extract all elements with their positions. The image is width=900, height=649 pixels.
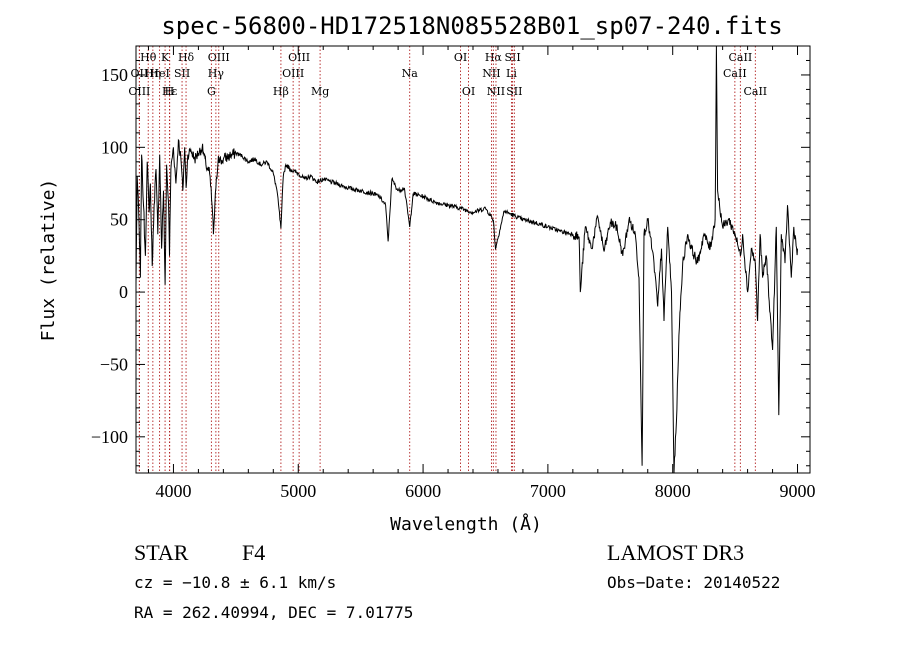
y-tick-label: 150 — [101, 65, 128, 85]
x-axis-label: Wavelength (Å) — [390, 513, 542, 535]
line-marker-label: Hη — [145, 67, 161, 80]
x-tick-label: 8000 — [655, 481, 691, 501]
line-marker-label: OIII — [128, 85, 150, 98]
line-marker-label: SII — [174, 67, 190, 80]
y-tick-label: 100 — [101, 137, 128, 157]
x-axis: 4000 5000 6000 7000 8000 9000 — [147, 46, 816, 501]
line-marker-label: H — [165, 85, 175, 98]
line-marker-label: Hγ — [208, 67, 225, 80]
x-tick-label: 6000 — [405, 481, 441, 501]
line-marker-label: CaII — [743, 85, 767, 98]
line-marker-label: Hα — [485, 51, 503, 64]
x-tick-label: 9000 — [780, 481, 816, 501]
object-type: STAR — [134, 540, 189, 565]
obs-date: Obs−Date: 20140522 — [607, 573, 781, 592]
line-marker-label: OIII — [208, 51, 230, 64]
line-marker-label: Mg — [311, 85, 329, 98]
line-marker-label: NII — [482, 67, 500, 80]
y-tick-label: 50 — [110, 210, 128, 230]
line-marker-label: Na — [402, 67, 419, 80]
line-marker-label: OI — [454, 51, 467, 64]
x-tick-label: 4000 — [155, 481, 191, 501]
spectrum-line — [135, 45, 798, 474]
y-tick-label: −100 — [91, 427, 128, 447]
line-marker-label: SII — [504, 51, 520, 64]
line-marker-label: HeI — [149, 67, 169, 80]
coordinates: RA = 262.40994, DEC = 7.01775 — [134, 603, 414, 622]
spectrum-series — [135, 45, 798, 474]
survey-name: LAMOST DR3 — [607, 540, 745, 565]
line-marker-label: Hθ — [140, 51, 157, 64]
redshift-info: cz = −10.8 ± 6.1 km/s — [134, 573, 337, 592]
y-axis: −100 −50 0 50 100 150 — [91, 59, 810, 467]
plot-frame — [135, 45, 811, 474]
object-subclass: F4 — [242, 540, 266, 565]
line-marker-label: OIII — [282, 67, 304, 80]
line-marker-label: Hβ — [273, 85, 289, 98]
line-marker-label: CaII — [729, 51, 753, 64]
line-marker-label: G — [207, 85, 216, 98]
line-marker-label: K — [161, 51, 170, 64]
line-marker-label: Li — [506, 67, 517, 80]
line-marker-label: CaII — [723, 67, 747, 80]
y-axis-label: Flux (relative) — [38, 179, 59, 342]
chart-title: spec-56800-HD172518N085528B01_sp07-240.f… — [161, 12, 782, 40]
x-tick-label: 7000 — [530, 481, 566, 501]
line-marker-label: OIII — [288, 51, 310, 64]
line-marker-label: OI — [462, 85, 475, 98]
x-tick-label: 5000 — [280, 481, 316, 501]
line-marker-label: NII — [487, 85, 505, 98]
y-tick-label: 0 — [119, 282, 128, 302]
y-tick-label: −50 — [100, 354, 128, 374]
line-marker-label: Hδ — [178, 51, 195, 64]
line-marker-label: SII — [506, 85, 522, 98]
line-marker-label: OII — [131, 67, 149, 80]
